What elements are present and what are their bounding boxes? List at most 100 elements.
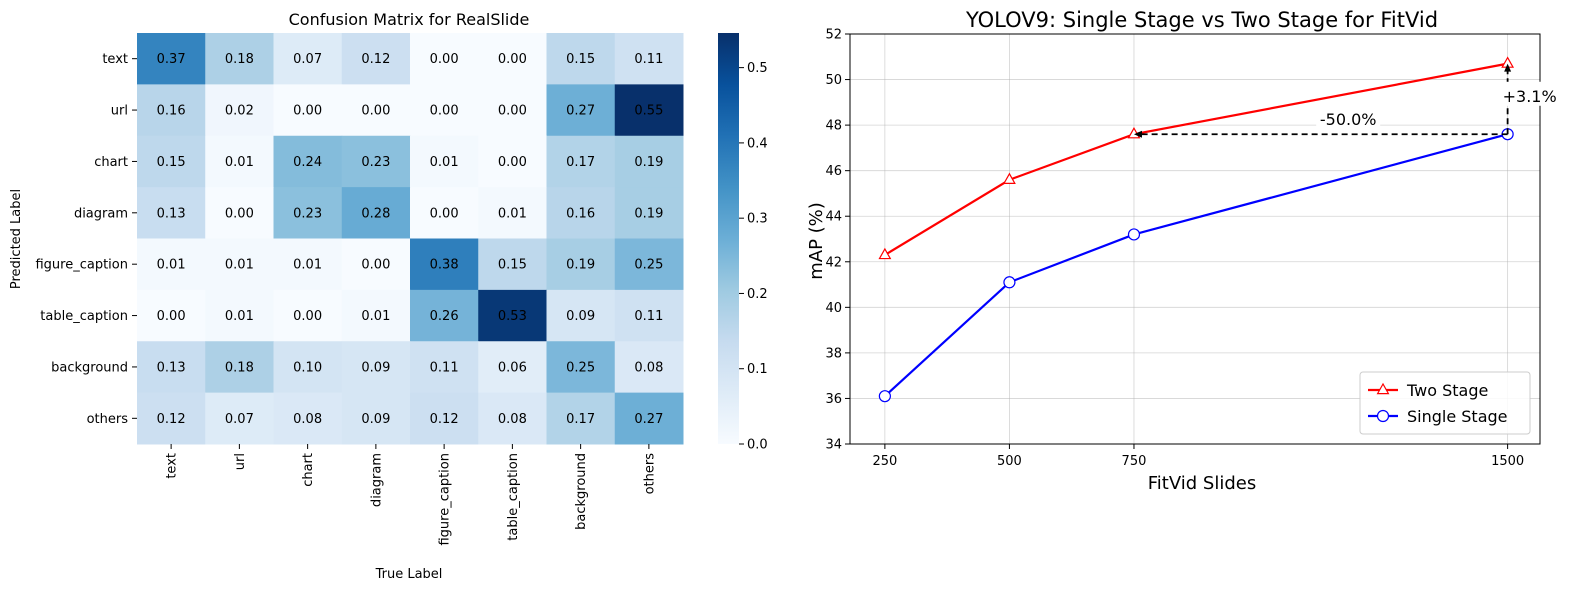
y-tick-label: 40: [825, 301, 842, 316]
y-tick-label: 38: [825, 346, 842, 361]
line-chart-series: [878, 56, 1515, 403]
heatmap-cell-value: 0.09: [361, 412, 390, 427]
heatmap-cell: [614, 238, 684, 291]
colorbar-scale: [718, 33, 739, 444]
heatmap-cell-value: 0.27: [566, 104, 595, 119]
x-tick-label: text: [165, 453, 180, 479]
y-tick-label: 48: [825, 119, 842, 134]
heatmap-cell: [410, 135, 479, 188]
x-tick-label: 500: [997, 454, 1022, 469]
annotation-arrowhead: [1133, 130, 1142, 138]
heatmap-cell: [137, 84, 206, 137]
y-tick-label: 52: [825, 28, 842, 43]
x-tick-label: others: [642, 453, 657, 495]
heatmap-cell-value: 0.16: [157, 104, 186, 119]
heatmap-cell: [205, 392, 274, 445]
heatmap-cell-value: 0.25: [634, 258, 663, 273]
heatmap-cell: [410, 33, 479, 85]
y-tick-label: diagram: [74, 206, 128, 221]
x-tick-label: 250: [872, 454, 897, 469]
heatmap-cell-value: 0.11: [634, 52, 663, 67]
heatmap-cell: [137, 238, 206, 291]
y-tick-label: 46: [825, 164, 842, 179]
data-point-marker: [1003, 276, 1016, 289]
heatmap-cell: [546, 135, 616, 188]
heatmap-cell: [205, 33, 274, 85]
heatmap-cell-value: 0.01: [293, 258, 322, 273]
heatmap-cell: [478, 135, 547, 188]
heatmap-cell: [546, 187, 616, 239]
heatmap-cell: [341, 135, 411, 188]
heatmap-cell: [614, 289, 684, 342]
y-tick-label: chart: [94, 155, 128, 170]
x-tick-label: url: [233, 453, 248, 470]
heatmap-cell: [137, 392, 206, 445]
heatmap-cell: [205, 238, 274, 291]
heatmap-cell: [546, 33, 616, 85]
heatmap-cell-value: 0.00: [430, 52, 459, 67]
heatmap-cell: [410, 289, 479, 342]
heatmap-cell-value: 0.23: [293, 206, 322, 221]
heatmap-cells: 0.37 0.18 0.07 0.12 0.00 0.00 0.15 0.11 0.16 0.02…: [137, 33, 684, 445]
heatmap-cell-value: 0.00: [293, 309, 322, 324]
heatmap-cell-value: 0.00: [430, 104, 459, 119]
heatmap-x-axis-label: True Label: [375, 567, 443, 582]
heatmap-cell: [546, 341, 616, 394]
y-tick-label: others: [87, 412, 129, 427]
heatmap-cell: [205, 135, 274, 188]
heatmap-cell-value: 0.13: [157, 360, 186, 375]
heatmap-cell: [478, 289, 547, 342]
heatmap-cell: [614, 84, 684, 137]
heatmap-cell-value: 0.01: [225, 309, 254, 324]
heatmap-cell: [137, 341, 206, 394]
legend: Two Stage Single Stage: [1359, 371, 1531, 435]
heatmap-cell: [614, 33, 684, 85]
series-line: [884, 62, 1508, 256]
heatmap-cell-value: 0.18: [225, 52, 254, 67]
heatmap-cell-value: 0.53: [498, 309, 527, 324]
heatmap-cell-value: 0.23: [361, 155, 390, 170]
heatmap-cell: [273, 135, 343, 188]
x-tick-label: chart: [301, 453, 316, 487]
data-point-marker: [878, 390, 891, 403]
heatmap-cell: [546, 238, 616, 291]
heatmap-cell-value: 0.01: [361, 309, 390, 324]
y-tick-label: 44: [825, 210, 842, 225]
heatmap-cell-value: 0.00: [498, 155, 527, 170]
heatmap-cell-value: 0.06: [498, 360, 527, 375]
heatmap-cell: [614, 392, 684, 445]
heatmap-cell-value: 0.10: [293, 360, 322, 375]
heatmap-cell: [410, 392, 479, 445]
heatmap-cell-value: 0.08: [293, 412, 322, 427]
annotation-arrowhead: [1504, 63, 1512, 72]
heatmap-cell-value: 0.15: [157, 155, 186, 170]
x-tick-label: 1500: [1491, 454, 1524, 469]
y-tick-label: text: [102, 52, 128, 67]
annotation-label-box: [1316, 109, 1381, 134]
heatmap-cell-value: 0.08: [634, 360, 663, 375]
heatmap-cell: [273, 84, 343, 137]
heatmap-cell-value: 0.11: [634, 309, 663, 324]
heatmap-cell-value: 0.28: [361, 206, 390, 221]
series-line: [884, 133, 1508, 397]
legend-label: Two Stage: [1406, 381, 1488, 400]
y-tick-label: background: [51, 360, 128, 375]
x-tick-label: 750: [1122, 454, 1147, 469]
x-tick-label: figure_caption: [438, 453, 453, 546]
heatmap-cell-value: 0.12: [361, 52, 390, 67]
line-chart-title: YOLOV9: Single Stage vs Two Stage for Fi…: [965, 8, 1438, 32]
colorbar-tick-label: 0.5: [747, 61, 768, 76]
x-tick-label: diagram: [369, 453, 384, 507]
annotation-label: +3.1%: [1503, 87, 1557, 106]
heatmap-cell-value: 0.01: [225, 258, 254, 273]
heatmap-y-axis-label: Predicted Label: [9, 189, 24, 289]
heatmap-cell-value: 0.38: [430, 258, 459, 273]
heatmap-cell-value: 0.13: [157, 206, 186, 221]
heatmap-cell-value: 0.00: [498, 52, 527, 67]
heatmap-cell-value: 0.12: [430, 412, 459, 427]
heatmap-cell-value: 0.07: [293, 52, 322, 67]
heatmap-cell: [478, 341, 547, 394]
legend-box: [1359, 371, 1531, 435]
heatmap-cell: [273, 341, 343, 394]
heatmap-cell: [478, 392, 547, 445]
